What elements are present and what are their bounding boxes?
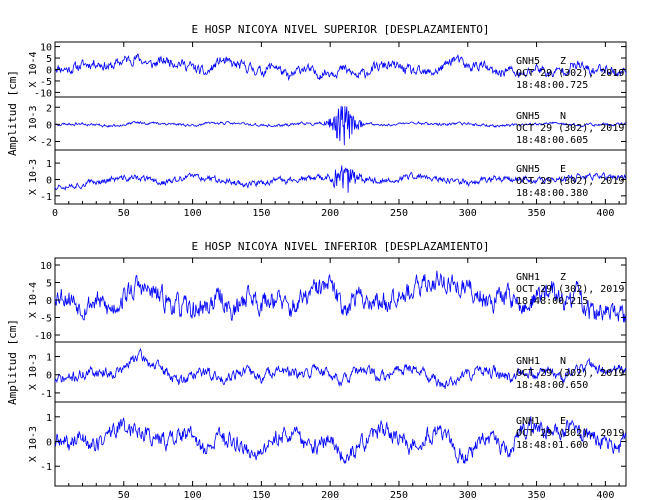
x-tick-label: 250 [390,490,408,500]
time-label: 18:48:00.380 [516,188,588,199]
seismic-trace [54,105,627,146]
y-tick-label: 1 [46,413,52,424]
chart-title: E HOSP NICOYA NIVEL SUPERIOR [DESPLAZAMI… [191,23,489,36]
panel-frame [54,149,627,205]
y-tick-label: -5 [40,314,52,325]
time-label: 18:48:00.650 [516,380,588,391]
x-tick-label: 100 [184,208,202,219]
x-tick-label: 0 [52,208,58,219]
x-tick-label: 50 [118,490,130,500]
time-label: 18:48:00.605 [516,135,588,146]
time-label: 18:48:01.600 [516,440,588,451]
y-axis-label: Amplitud [cm] [6,319,19,405]
y-tick-label: -10 [34,88,52,99]
seismic-trace [54,165,627,193]
x-tick-label: 300 [459,208,477,219]
y-tick-label: 10 [40,43,52,54]
date-label: OCT 29 (302), 2019 [516,284,624,295]
chart-title: E HOSP NICOYA NIVEL INFERIOR [DESPLAZAMI… [191,240,489,253]
x-tick-label: 50 [118,208,130,219]
y-tick-label: -5 [40,77,52,88]
station-label: GNH1 [516,416,540,427]
y-tick-label: 2 [46,103,52,114]
component-label: N [560,356,566,367]
station-label: GNH1 [516,272,540,283]
x-tick-label: 350 [528,208,546,219]
component-label: E [560,416,566,427]
scale-label: X 10-3 [28,105,39,141]
time-label: 18:48:00.215 [516,296,588,307]
scale-label: X 10-3 [28,159,39,195]
x-tick-label: 200 [321,490,339,500]
component-label: N [560,111,566,122]
x-tick-label: 150 [252,490,270,500]
y-tick-label: -1 [40,192,52,203]
time-label: 18:48:00.725 [516,80,588,91]
y-tick-label: 0 [46,438,52,449]
date-label: OCT 29 (302), 2019 [516,368,624,379]
station-label: GNH1 [516,356,540,367]
x-tick-label: 200 [321,208,339,219]
station-label: GNH5 [516,111,540,122]
x-tick-label: 250 [390,208,408,219]
y-tick-label: -2 [40,137,52,148]
x-tick-label: 100 [184,490,202,500]
y-tick-label: 5 [46,54,52,65]
scale-label: X 10-4 [28,51,39,87]
y-tick-label: 0 [46,120,52,131]
x-tick-label: 350 [528,490,546,500]
seismic-trace [54,270,627,323]
y-tick-label: -1 [40,389,52,400]
y-tick-label: -1 [40,462,52,473]
x-tick-label: 300 [459,490,477,500]
y-tick-label: 10 [40,261,52,272]
scale-label: X 10-3 [28,426,39,462]
date-label: OCT 29 (302), 2019 [516,428,624,439]
y-tick-label: 0 [46,371,52,382]
x-tick-label: 400 [596,208,614,219]
date-label: OCT 29 (302), 2019 [516,176,624,187]
station-label: GNH5 [516,164,540,175]
date-label: OCT 29 (302), 2019 [516,123,624,134]
y-tick-label: 1 [46,159,52,170]
y-axis-label: Amplitud [cm] [6,70,19,156]
component-label: Z [560,272,566,283]
scale-label: X 10-3 [28,354,39,390]
scale-label: X 10-4 [28,282,39,318]
y-tick-label: 0 [46,66,52,77]
x-tick-label: 150 [252,208,270,219]
y-tick-label: 5 [46,279,52,290]
seismic-trace [54,416,627,465]
component-label: E [560,164,566,175]
seismic-trace [54,347,627,389]
y-tick-label: 0 [46,175,52,186]
y-tick-label: -10 [34,331,52,342]
component-label: Z [560,56,566,67]
y-tick-label: 1 [46,353,52,364]
y-tick-label: 0 [46,296,52,307]
x-tick-label: 400 [596,490,614,500]
station-label: GNH5 [516,56,540,67]
panel-frame [54,401,627,487]
date-label: OCT 29 (302), 2019 [516,68,624,79]
seismic-trace [54,53,627,82]
